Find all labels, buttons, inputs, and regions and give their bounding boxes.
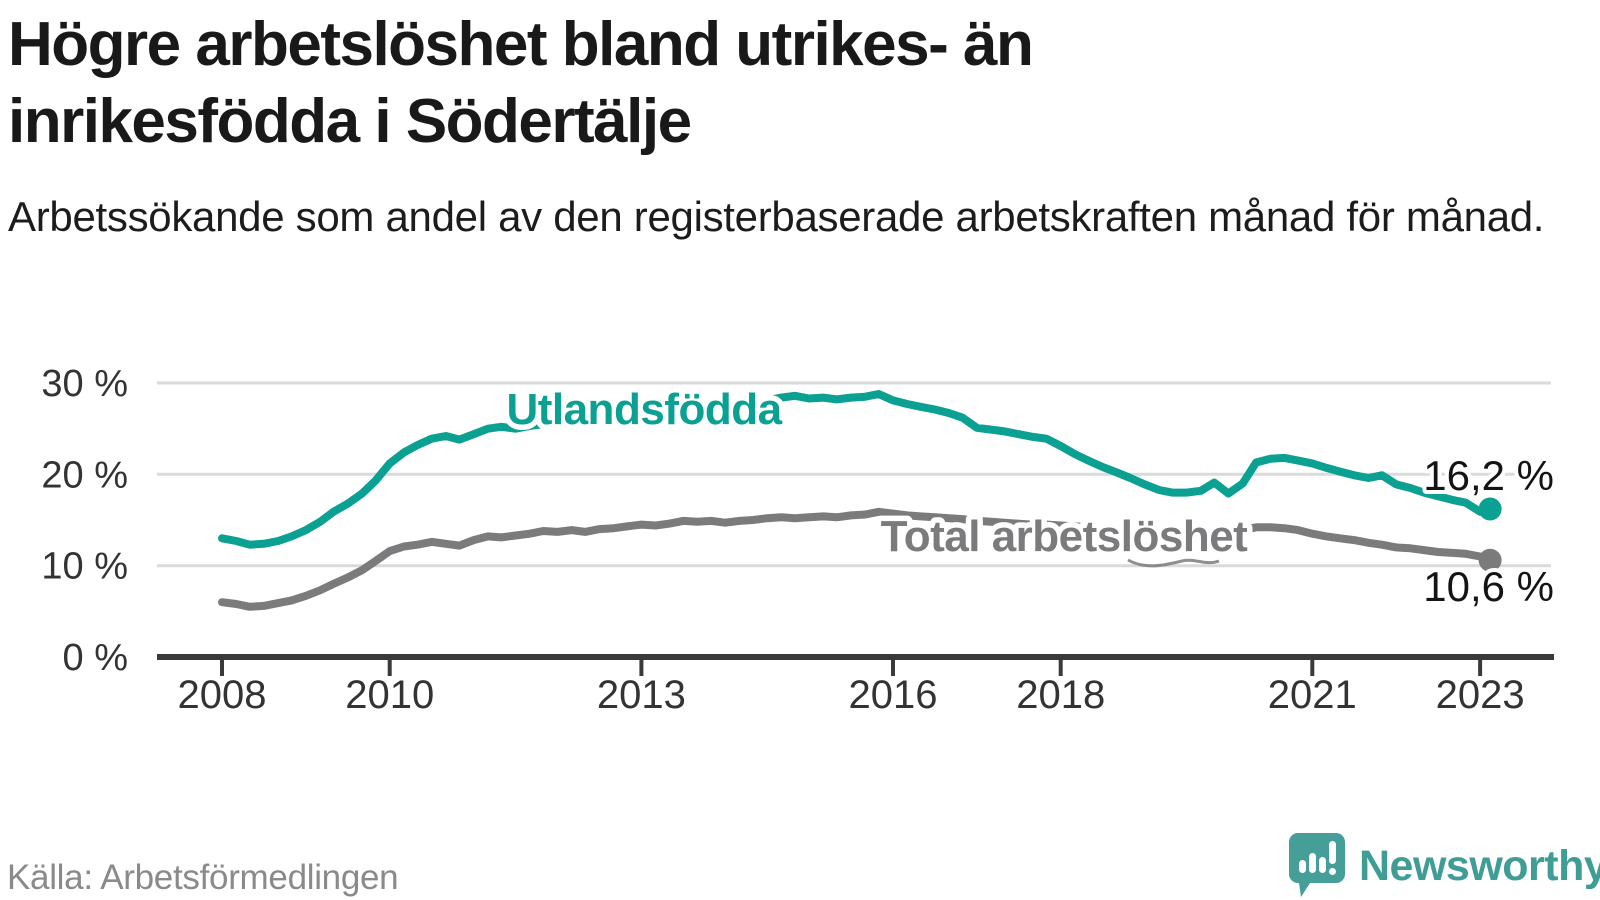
title-line-2: inrikesfödda i Södertälje [8, 87, 692, 156]
chart-subtitle: Arbetssökande som andel av den registerb… [8, 193, 1545, 240]
title-line-1: Högre arbetslöshet bland utrikes- än [8, 10, 1034, 79]
y-tick-label-30: 30 % [41, 363, 128, 405]
series-label-total-arbetsloshet: Total arbetslöshet [881, 512, 1249, 561]
x-tick-label-2010: 2010 [345, 673, 434, 717]
sketch-artifact-underline [1127, 558, 1220, 568]
chart-gridlines [157, 381, 1551, 568]
end-value-label-total: 10,6 % [1423, 563, 1554, 610]
chart-axis: 0 % 10 % 20 % 30 % 2008 2010 2013 2016 2018 2021 2… [41, 363, 1554, 717]
x-tick-label-2021: 2021 [1268, 673, 1357, 717]
y-tick-label-10: 10 % [41, 546, 128, 588]
newsworthy-logo-text: Newsworthy [1359, 841, 1600, 890]
series-label-utlandsfodda: Utlandsfödda [506, 385, 782, 434]
series-line-1 [218, 507, 1495, 611]
x-tick-label-2013: 2013 [597, 673, 686, 717]
series-end-dot-1 [1478, 548, 1502, 572]
source-attribution: Källa: Arbetsförmedlingen [7, 858, 399, 897]
x-tick-label-2023: 2023 [1436, 673, 1525, 717]
x-tick-label-2008: 2008 [178, 673, 267, 717]
series-line-0 [218, 390, 1495, 549]
x-tick-label-2018: 2018 [1016, 673, 1105, 717]
y-tick-label-0: 0 % [63, 637, 128, 679]
newsworthy-bubble-chart-icon [1289, 833, 1345, 897]
series-end-dot-0 [1478, 497, 1502, 521]
chart-series-lines [218, 390, 1502, 611]
newsworthy-logo: Newsworthy [1288, 832, 1600, 900]
x-tick-label-2016: 2016 [849, 673, 938, 717]
y-tick-label-20: 20 % [41, 454, 128, 496]
page-title: Högre arbetslöshet bland utrikes- än inr… [8, 6, 1428, 160]
end-value-label-utlandsfodda: 16,2 % [1423, 452, 1554, 499]
